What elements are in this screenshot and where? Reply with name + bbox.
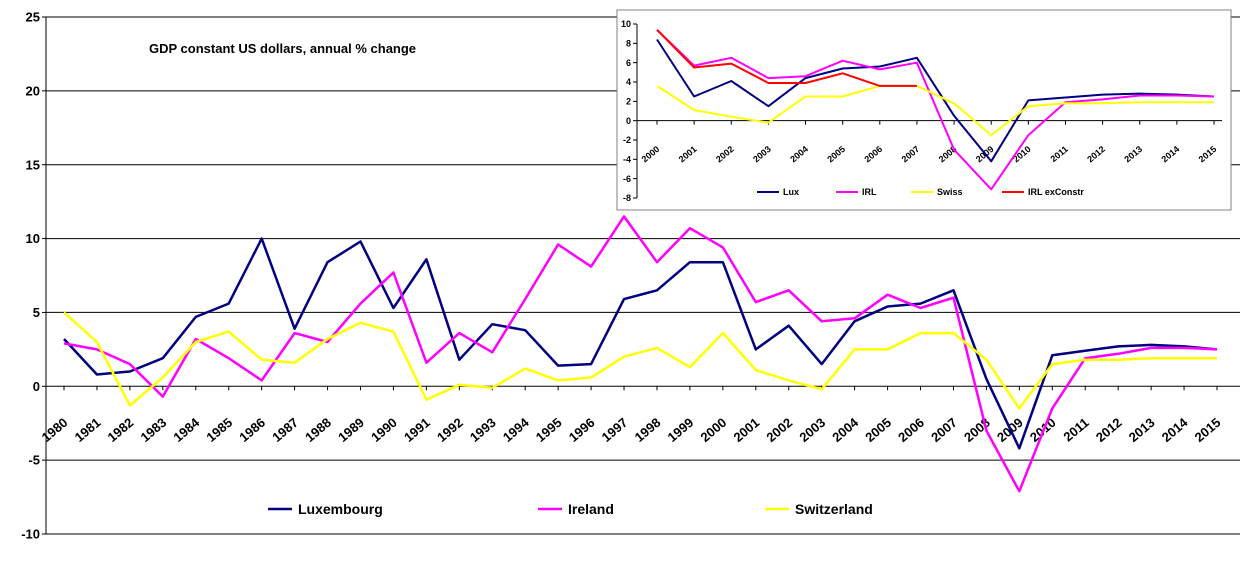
y-tick-label: 6 [626,58,631,68]
legend-label: Luxembourg [298,501,383,517]
x-tick-label: 1988 [302,415,334,445]
legend-label: IRL [862,187,877,197]
x-tick-label: 2008 [961,415,993,445]
x-tick-label: 2001 [730,415,762,445]
y-tick-label: 5 [33,305,40,320]
inset-frame [616,9,1232,211]
x-tick-label: 1987 [269,415,301,445]
x-tick-label: 1991 [401,415,433,445]
x-tick-label: 2003 [796,415,828,445]
y-tick-label: -8 [623,193,631,203]
y-tick-label: 2 [626,96,631,106]
series-line-switzerland [63,311,1217,410]
series-line-irl [656,29,1215,191]
x-tick-label: 1983 [138,415,170,445]
x-tick-label: 1982 [105,415,137,445]
x-tick-label: 1996 [566,415,598,445]
legend-label: Swiss [937,187,963,197]
x-tick-label: 2013 [1126,415,1158,445]
x-tick-label: 2011 [1060,415,1091,445]
y-tick-label: 8 [626,38,631,48]
x-tick-label: 1992 [434,415,466,445]
legend-label: IRL exConstr [1028,187,1084,197]
y-tick-label: 15 [26,157,40,172]
x-tick-label: 2000 [698,415,730,445]
y-tick-label: -2 [623,135,631,145]
series-line-swiss [656,84,1214,137]
y-tick-label: 0 [33,379,40,394]
x-tick-label: 2015 [1192,415,1224,445]
x-tick-label: 1995 [533,415,565,445]
x-tick-label: 1997 [599,415,631,445]
x-tick-label: 2006 [895,415,927,445]
series-line-lux [656,38,1215,163]
x-tick-label: 2012 [1093,415,1125,445]
x-tick-label: 1989 [335,415,367,445]
x-tick-label: 1999 [665,415,697,445]
y-tick-label: -10 [21,527,40,542]
series-line-irl-exconstr [656,29,917,87]
series-line-ireland [63,215,1218,493]
y-tick-label: 0 [626,116,631,126]
x-tick-label: 2007 [928,415,960,445]
x-tick-label: 1998 [632,415,664,445]
x-tick-label: 1993 [467,415,499,445]
x-tick-label: 2004 [829,414,861,445]
x-tick-label: 2002 [763,415,795,445]
chart-title: GDP constant US dollars, annual % change [149,41,416,56]
y-tick-label: 10 [621,19,631,29]
y-tick-label: 10 [26,231,40,246]
x-tick-label: 2005 [862,415,894,445]
y-tick-label: -4 [623,154,631,164]
y-tick-label: 25 [26,10,40,25]
y-tick-label: -6 [623,174,631,184]
legend-label: Lux [783,187,799,197]
series-line-luxembourg [63,237,1218,450]
y-tick-label: 20 [26,83,40,98]
x-tick-label: 1994 [500,414,532,445]
legend-label: Switzerland [795,501,873,517]
x-tick-label: 1981 [72,415,104,445]
x-tick-label: 2014 [1159,414,1191,445]
y-tick-label: -5 [28,453,40,468]
x-tick-label: 1980 [39,415,71,445]
y-tick-label: 4 [626,77,631,87]
x-tick-label: 1985 [203,415,235,445]
x-tick-label: 1990 [368,415,400,445]
x-tick-label: 1986 [236,415,268,445]
x-tick-label: 1984 [170,414,202,445]
legend-label: Ireland [568,501,614,517]
